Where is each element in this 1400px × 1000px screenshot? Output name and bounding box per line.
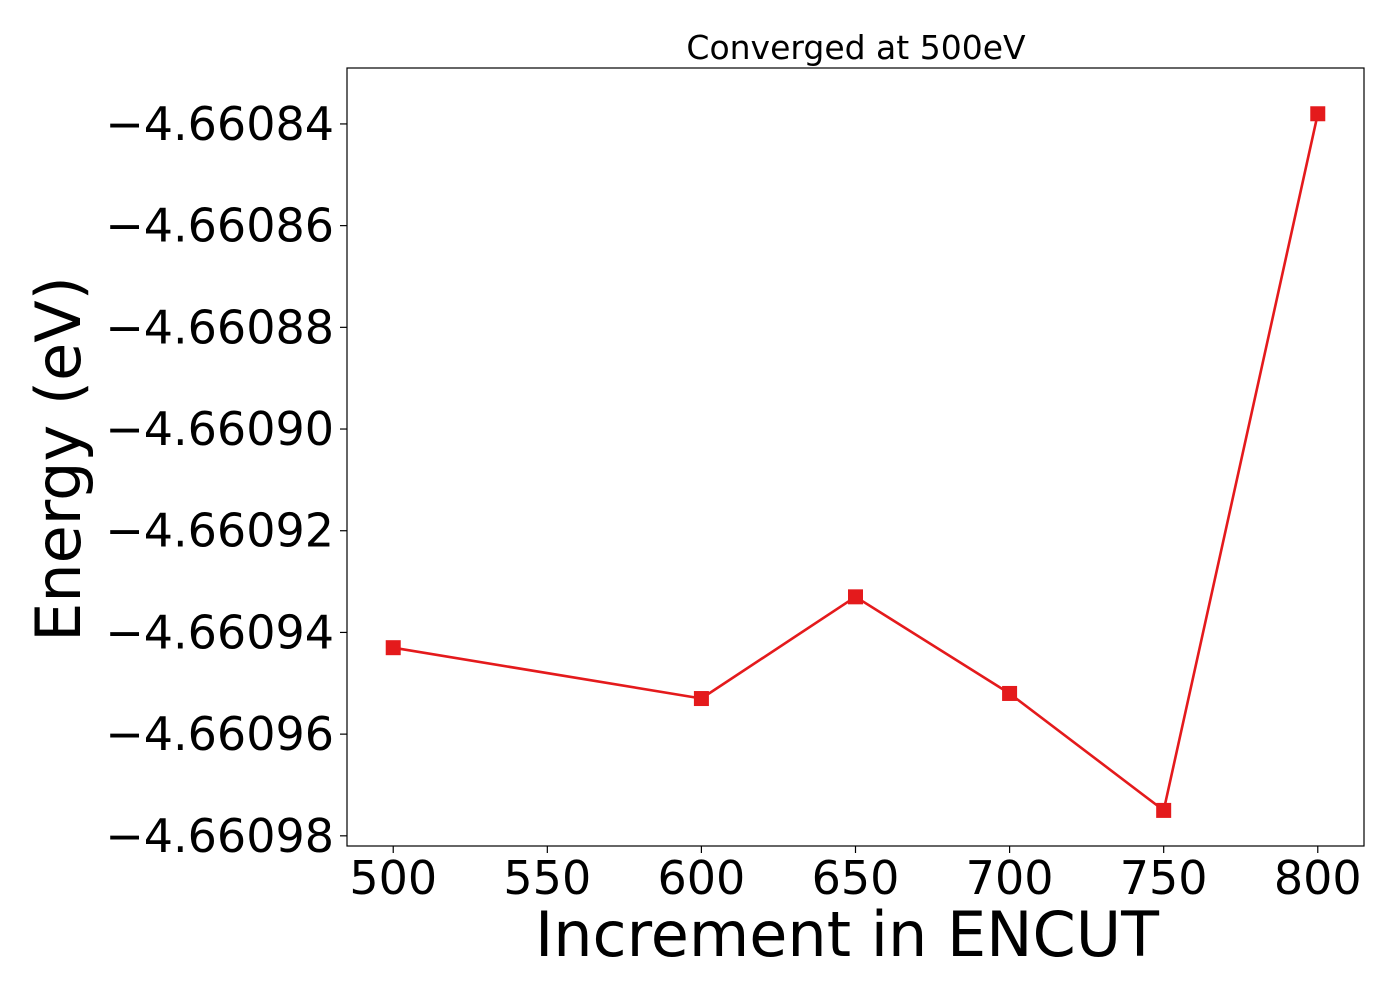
x-tick-label: 700 <box>966 851 1054 905</box>
series-layer <box>385 106 1326 818</box>
x-tick-label: 500 <box>349 851 437 905</box>
x-tick-label: 550 <box>503 851 591 905</box>
y-tick-label: −4.66084 <box>105 97 334 151</box>
data-point-marker <box>1310 106 1326 122</box>
y-axis-title: Energy (eV) <box>22 276 95 642</box>
y-tick-label: −4.66094 <box>105 605 334 659</box>
y-tick-label: −4.66098 <box>105 809 334 863</box>
y-tick-label: −4.66088 <box>105 300 334 354</box>
y-tick-label: −4.66092 <box>105 504 334 558</box>
data-point-marker <box>1156 802 1172 818</box>
y-tick-label: −4.66086 <box>105 199 334 253</box>
x-axis-ticks: 500 550 600 650 700 750 800 <box>349 846 1362 905</box>
data-point-marker <box>693 691 709 707</box>
data-point-marker <box>385 640 401 656</box>
y-tick-label: −4.66090 <box>105 402 334 456</box>
x-tick-label: 800 <box>1274 851 1362 905</box>
x-axis-title: Increment in ENCUT <box>535 898 1160 971</box>
plot-frame <box>346 67 1365 847</box>
y-axis-ticks: −4.66084 −4.66086 −4.66088 −4.66090 −4.66092… <box>105 97 347 863</box>
x-tick-label: 750 <box>1120 851 1208 905</box>
chart-title: Converged at 500eV <box>686 28 1026 67</box>
x-tick-label: 600 <box>658 851 746 905</box>
data-point-marker <box>1002 685 1018 701</box>
x-tick-label: 650 <box>812 851 900 905</box>
y-tick-label: −4.66096 <box>105 707 334 761</box>
series-line <box>392 113 1320 812</box>
data-point-marker <box>848 589 863 605</box>
